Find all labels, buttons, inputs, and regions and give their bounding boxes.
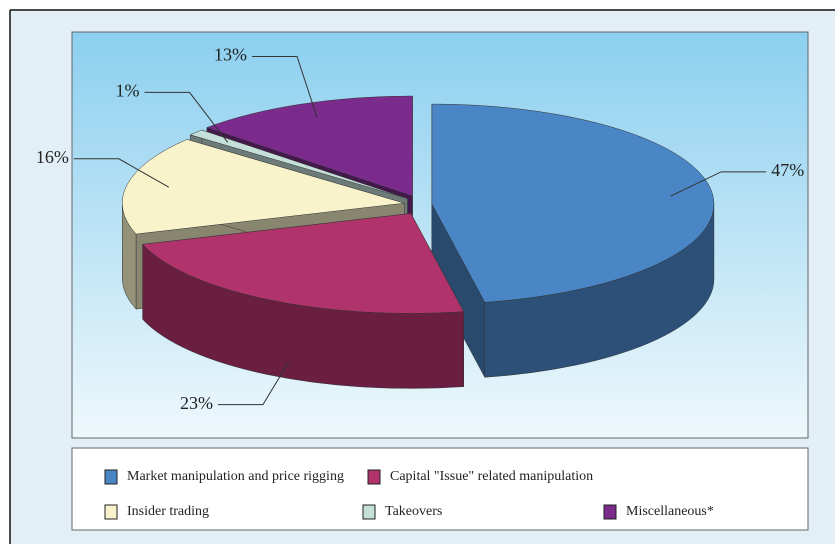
legend-label: Takeovers <box>385 504 442 519</box>
legend-swatch <box>104 504 118 520</box>
slice <box>122 139 405 235</box>
data-label: 16% <box>36 147 69 167</box>
leader-line <box>252 56 318 119</box>
leader-line <box>144 91 229 143</box>
data-label: 1% <box>116 81 140 101</box>
leader-line <box>73 158 170 188</box>
leader-line <box>217 361 290 406</box>
data-label: 13% <box>214 45 247 65</box>
legend-label: Capital "Issue" related manipulation <box>390 469 593 484</box>
legend-swatch <box>362 504 376 520</box>
legend <box>71 447 809 531</box>
slice <box>431 103 715 303</box>
legend-label: Miscellaneous* <box>626 504 714 519</box>
leader-line <box>670 171 767 197</box>
legend-label: Market manipulation and price rigging <box>127 469 344 484</box>
slice <box>206 95 413 197</box>
data-label: 23% <box>180 393 213 413</box>
legend-swatch <box>104 469 118 485</box>
slice <box>142 213 465 314</box>
legend-swatch <box>367 469 381 485</box>
data-label: 47% <box>771 160 804 180</box>
legend-label: Insider trading <box>127 504 209 519</box>
pie <box>121 95 715 389</box>
slice <box>189 129 408 199</box>
legend-swatch <box>603 504 617 520</box>
